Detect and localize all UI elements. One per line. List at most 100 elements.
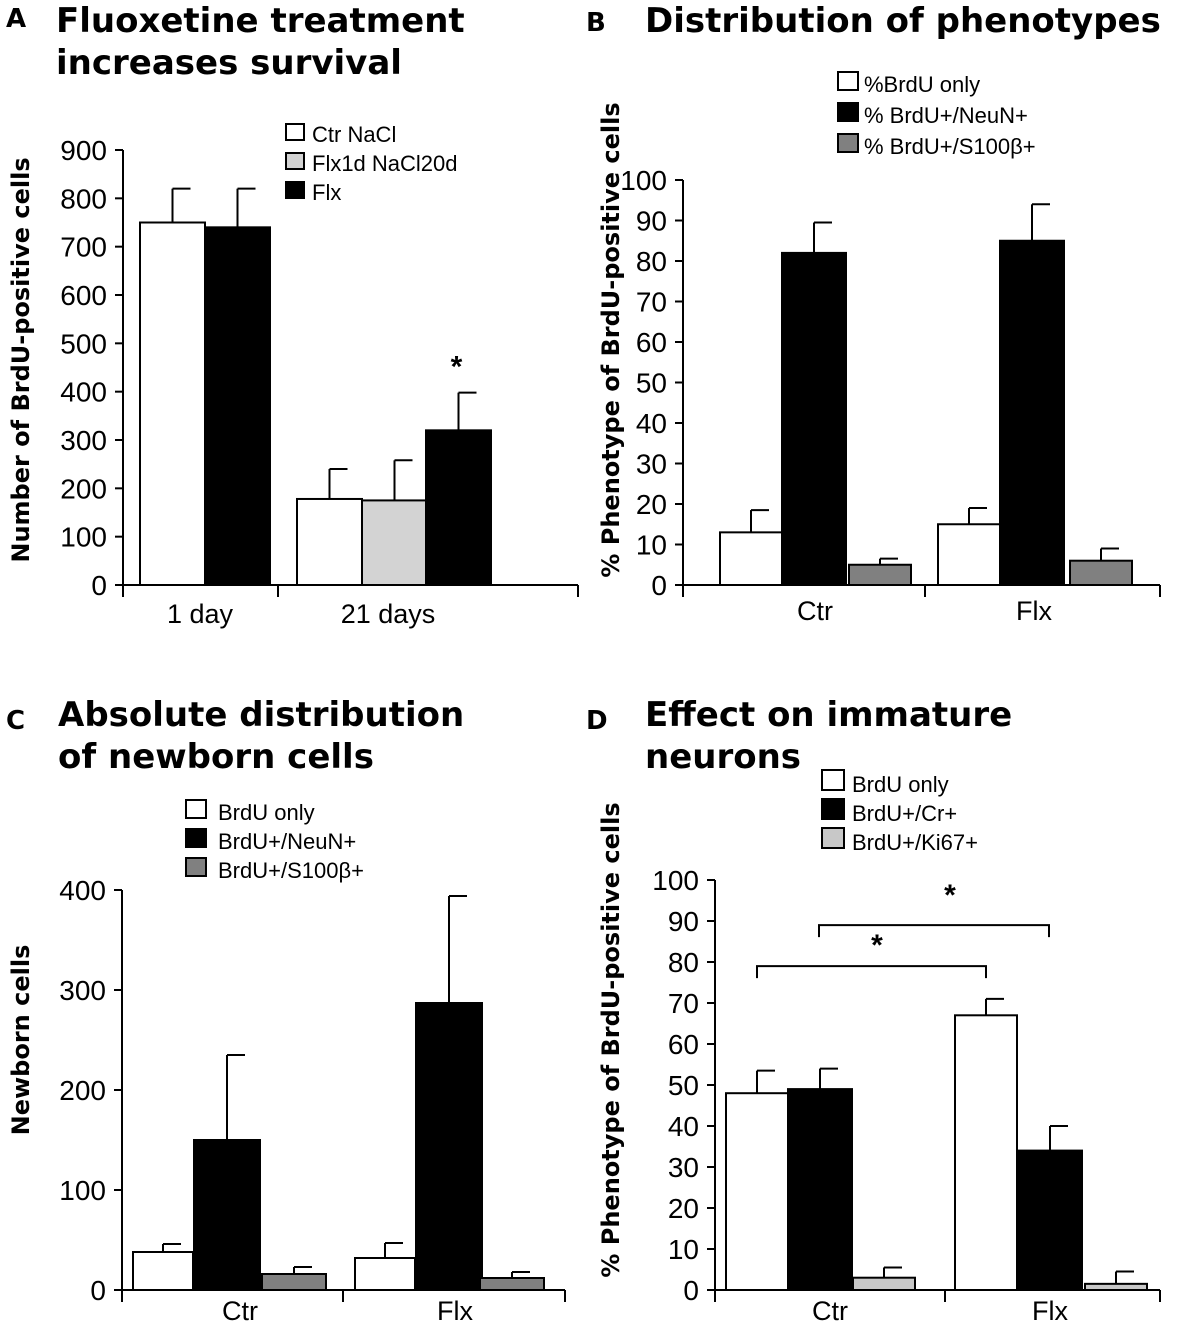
- legend-label-ctr-nacl: Ctr NaCl: [312, 122, 396, 147]
- panel-d-title-line1: Effect on immature: [645, 695, 1013, 735]
- x-category-label-flx: Flx: [1032, 1296, 1068, 1323]
- y-axis-label: Newborn cells: [7, 945, 35, 1136]
- panel-letter-b: B: [586, 8, 606, 38]
- x-category-label-1-day: 1 day: [167, 599, 234, 629]
- significance-star: *: [944, 879, 956, 912]
- bar-flx-brdu-only: [937, 523, 1001, 586]
- bar-21-days-ctr-nacl: [296, 497, 363, 587]
- legend-swatch-brdu-s100: [837, 133, 859, 153]
- bar-ctr-brdu-only: [132, 1251, 194, 1291]
- y-tick-label: 300: [59, 975, 106, 1006]
- legend-swatch-brdu-s100: [185, 857, 207, 877]
- y-axis-label: Number of BrdU-positive cells: [7, 157, 35, 562]
- y-tick-label: 0: [91, 570, 107, 601]
- panel-a-title-line2: increases survival: [56, 43, 402, 83]
- significance-bracket: [818, 924, 1050, 938]
- legend-swatch-brdu-only: [837, 71, 859, 91]
- legend-swatch-brdu-neun: [185, 828, 207, 848]
- x-category-label-flx: Flx: [1016, 596, 1052, 626]
- bar-flx-brdu-s100: [479, 1277, 545, 1291]
- y-tick-label: 40: [668, 1111, 699, 1142]
- legend-label-brdu-only: BrdU only: [852, 772, 949, 797]
- y-tick-label: 10: [636, 530, 667, 561]
- y-tick-label: 40: [636, 408, 667, 439]
- bar-flx-brdu-cr: [1017, 1149, 1083, 1291]
- x-category-label-ctr: Ctr: [797, 596, 833, 626]
- y-tick-label: 300: [60, 425, 107, 456]
- legend-label-flx: Flx: [312, 180, 341, 205]
- legend-label-brdu-s100: BrdU+/S100β+: [218, 858, 364, 883]
- y-tick-label: 90: [636, 206, 667, 237]
- bar-ctr-brdu-neun: [781, 251, 847, 586]
- bar-1-day-flx: [204, 226, 271, 586]
- legend-label-brdu-neun: BrdU+/NeuN+: [218, 829, 356, 854]
- x-category-label-ctr: Ctr: [812, 1296, 848, 1323]
- bar-1-day-ctr-nacl: [139, 221, 206, 586]
- panel-letter-c: C: [6, 706, 26, 736]
- y-tick-label: 900: [60, 135, 107, 166]
- legend-label-brdu-cr: BrdU+/Cr+: [852, 801, 957, 826]
- x-category-label-21-days: 21 days: [341, 599, 436, 629]
- y-tick-label: 60: [668, 1029, 699, 1060]
- legend-label-brdu-only: %BrdU only: [864, 72, 980, 97]
- y-tick-label: 0: [651, 570, 667, 601]
- y-tick-label: 700: [60, 232, 107, 263]
- y-tick-label: 20: [668, 1193, 699, 1224]
- bar-ctr-brdu-ki67: [852, 1276, 916, 1291]
- y-tick-label: 800: [60, 183, 107, 214]
- bar-ctr-brdu-only: [719, 531, 783, 586]
- bar-flx-brdu-only: [354, 1257, 416, 1291]
- panel-letter-d: D: [586, 706, 608, 736]
- bar-21-days-flx1d-nacl20d: [361, 499, 428, 586]
- x-category-label-ctr: Ctr: [222, 1296, 258, 1323]
- y-tick-label: 600: [60, 280, 107, 311]
- panel-c-title-line2: of newborn cells: [58, 737, 374, 777]
- bar-flx-brdu-s100: [1069, 559, 1133, 587]
- bar-21-days-flx: [425, 429, 492, 587]
- significance-bracket: [756, 965, 987, 979]
- legend-swatch-brdu-only: [185, 799, 207, 819]
- y-tick-label: 30: [668, 1152, 699, 1183]
- panel-c-title-line1: Absolute distribution: [58, 695, 465, 735]
- legend-swatch-flx: [285, 181, 305, 199]
- y-tick-label: 400: [59, 875, 106, 906]
- y-tick-label: 100: [620, 165, 667, 196]
- y-tick-label: 70: [668, 988, 699, 1019]
- bar-ctr-brdu-s100: [261, 1273, 327, 1291]
- bar-ctr-brdu-s100: [848, 563, 912, 586]
- y-tick-label: 200: [59, 1075, 106, 1106]
- y-tick-label: 100: [60, 522, 107, 553]
- panel-letter-a: A: [6, 4, 27, 34]
- legend-swatch-brdu-ki67: [821, 827, 845, 849]
- bar-ctr-brdu-only: [725, 1092, 789, 1291]
- panel-b-title: Distribution of phenotypes: [645, 1, 1161, 41]
- bar-ctr-brdu-neun: [193, 1139, 261, 1291]
- bar-flx-brdu-neun: [999, 239, 1065, 586]
- legend-swatch-ctr-nacl: [285, 123, 305, 141]
- legend-swatch-brdu-neun: [837, 102, 859, 122]
- y-tick-label: 200: [60, 473, 107, 504]
- y-tick-label: 0: [683, 1275, 699, 1306]
- y-tick-label: 10: [668, 1234, 699, 1265]
- legend-label-brdu-ki67: BrdU+/Ki67+: [852, 830, 978, 855]
- y-tick-label: 60: [636, 327, 667, 358]
- legend-label-brdu-neun: % BrdU+/NeuN+: [864, 103, 1028, 128]
- panel-a-title-line1: Fluoxetine treatment: [56, 1, 465, 41]
- legend-label-brdu-only: BrdU only: [218, 800, 315, 825]
- legend-swatch-flx1d-nacl20d: [285, 152, 305, 170]
- bar-ctr-brdu-cr: [787, 1088, 853, 1291]
- legend-swatch-brdu-cr: [821, 798, 845, 820]
- y-axis-label: % Phenotype of BrdU-positive cells: [597, 802, 625, 1277]
- y-axis-label: % Phenotype of BrdU-positive cells: [597, 102, 625, 577]
- y-tick-label: 70: [636, 287, 667, 318]
- legend-label-brdu-s100: % BrdU+/S100β+: [864, 134, 1036, 159]
- legend-label-flx1d-nacl20d: Flx1d NaCl20d: [312, 151, 458, 176]
- y-tick-label: 100: [59, 1175, 106, 1206]
- y-tick-label: 400: [60, 377, 107, 408]
- y-tick-label: 100: [652, 865, 699, 896]
- significance-star: *: [871, 929, 883, 962]
- y-tick-label: 90: [668, 906, 699, 937]
- x-category-label-flx: Flx: [437, 1296, 473, 1323]
- y-tick-label: 0: [90, 1275, 106, 1306]
